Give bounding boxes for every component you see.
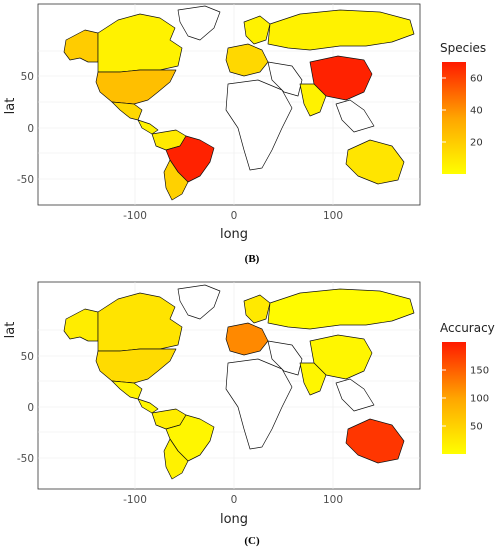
- region-scandinavia[interactable]: [243, 294, 271, 324]
- legend-b: Species 20 40 60: [440, 41, 486, 174]
- region-australia[interactable]: [345, 418, 405, 464]
- map-panel-b: 50 0 -50 lat -100 0 100 long Species 20 4…: [3, 3, 486, 265]
- y-axis-b: 50 0 -50 lat: [3, 71, 34, 186]
- region-usa[interactable]: [95, 348, 177, 384]
- map-panel-c: 50 0 -50 lat -100 0 100 long Accuracy 50…: [3, 281, 495, 547]
- legend-tick-label: 20: [470, 138, 483, 149]
- region-greenland[interactable]: [177, 5, 221, 41]
- region-southeast-asia[interactable]: [335, 99, 375, 133]
- y-tick: 0: [27, 123, 34, 135]
- legend-colorbar: [442, 62, 466, 174]
- region-greenland[interactable]: [177, 284, 221, 320]
- region-africa[interactable]: [225, 79, 293, 171]
- region-russia[interactable]: [267, 9, 415, 51]
- panel-caption: (C): [244, 535, 260, 547]
- region-alaska[interactable]: [63, 29, 99, 63]
- y-tick: 0: [27, 402, 34, 414]
- y-tick: 50: [21, 351, 34, 363]
- y-tick: 50: [21, 71, 34, 83]
- region-europe[interactable]: [225, 322, 269, 356]
- region-india[interactable]: [299, 362, 327, 396]
- legend-tick-label: 40: [470, 106, 483, 117]
- x-tick: 0: [231, 210, 238, 222]
- region-southeast-asia[interactable]: [335, 378, 375, 412]
- x-axis-b: -100 0 100 long: [123, 210, 343, 242]
- x-tick: -100: [123, 494, 147, 506]
- region-australia[interactable]: [345, 139, 405, 185]
- region-alaska[interactable]: [63, 308, 99, 342]
- legend-tick-label: 60: [470, 74, 483, 85]
- x-axis-title: long: [220, 227, 248, 242]
- region-europe[interactable]: [225, 43, 269, 77]
- region-russia[interactable]: [267, 288, 415, 330]
- legend-c: Accuracy 50 100 150: [440, 321, 495, 454]
- legend-tick-label: 50: [470, 422, 483, 433]
- y-axis-title: lat: [3, 322, 18, 339]
- x-axis-c: -100 0 100 long: [123, 494, 343, 527]
- legend-tick-label: 100: [470, 394, 489, 405]
- y-tick: -50: [17, 174, 34, 186]
- region-usa[interactable]: [95, 69, 177, 105]
- region-argentina-chile[interactable]: [163, 159, 189, 201]
- region-middle-east[interactable]: [267, 61, 303, 97]
- panel-caption: (B): [245, 253, 260, 265]
- world-map-b: [63, 5, 415, 201]
- region-central-america[interactable]: [137, 398, 159, 414]
- x-tick: -100: [123, 210, 147, 222]
- legend-title: Accuracy: [440, 321, 495, 335]
- x-tick: 0: [231, 494, 238, 506]
- region-africa[interactable]: [225, 358, 293, 450]
- region-scandinavia[interactable]: [243, 15, 271, 45]
- x-tick: 100: [323, 210, 343, 222]
- y-tick: -50: [17, 453, 34, 465]
- x-tick: 100: [323, 494, 343, 506]
- legend-title: Species: [440, 41, 486, 55]
- legend-tick-label: 150: [470, 366, 489, 377]
- region-central-america[interactable]: [137, 119, 159, 135]
- world-map-c: [63, 284, 415, 480]
- x-axis-title: long: [220, 512, 248, 527]
- region-india[interactable]: [299, 83, 327, 117]
- region-middle-east[interactable]: [267, 340, 303, 376]
- y-axis-c: 50 0 -50 lat: [3, 322, 34, 465]
- y-axis-title: lat: [3, 98, 18, 115]
- region-argentina-chile[interactable]: [163, 438, 189, 480]
